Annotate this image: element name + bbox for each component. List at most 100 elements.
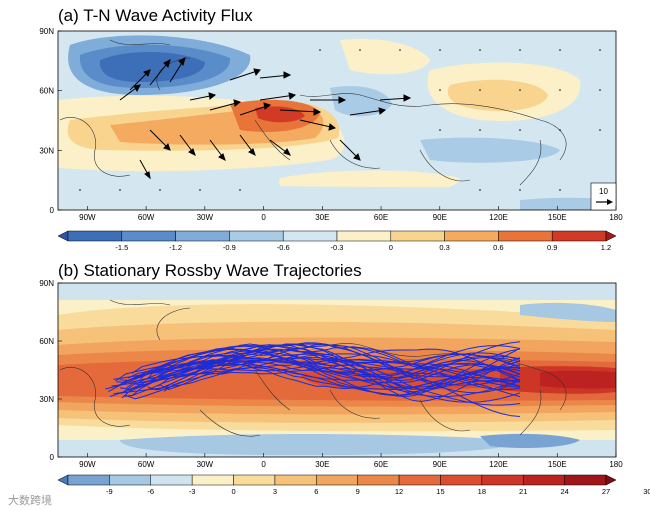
trajectory-line bbox=[147, 344, 521, 393]
colorbar-tick-label: 3 bbox=[273, 487, 277, 496]
lat-tick-label: 60N bbox=[39, 87, 54, 96]
trajectory-line bbox=[135, 356, 521, 406]
colorbar-tick-label: -1.5 bbox=[115, 243, 128, 252]
panel-a-map bbox=[58, 31, 616, 210]
trajectory-line bbox=[109, 343, 521, 397]
colorbar-tick-label: 21 bbox=[519, 487, 527, 496]
lon-tick-label: 30E bbox=[315, 460, 329, 469]
lon-tick-label: 180 bbox=[609, 213, 623, 222]
lat-tick-label: 30N bbox=[39, 146, 54, 155]
colorbar-tick-label: 0.9 bbox=[547, 243, 557, 252]
lon-tick-label: 60E bbox=[374, 460, 388, 469]
colorbar-segment bbox=[440, 474, 483, 486]
panel-b-map bbox=[58, 283, 616, 457]
lon-tick-label: 90W bbox=[79, 213, 96, 222]
colorbar-tick-label: 6 bbox=[314, 487, 318, 496]
trajectory-line bbox=[134, 345, 521, 379]
lon-tick-label: 120E bbox=[489, 213, 508, 222]
lat-tick-label: 0 bbox=[50, 206, 55, 215]
lat-tick-label: 30N bbox=[39, 395, 54, 404]
colorbar-tick-label: 0.6 bbox=[493, 243, 503, 252]
colorbar-segment bbox=[67, 230, 123, 242]
colorbar-tick-label: -0.3 bbox=[331, 243, 344, 252]
colorbar-segment bbox=[175, 230, 230, 242]
lon-tick-label: 90E bbox=[433, 213, 447, 222]
colorbar-tick-label: 27 bbox=[602, 487, 610, 496]
trajectory-line bbox=[125, 343, 521, 400]
colorbar-tick-label: 0 bbox=[231, 487, 235, 496]
trajectory-line bbox=[123, 359, 521, 397]
panel-b-frame bbox=[57, 282, 617, 458]
colorbar-tick-label: -3 bbox=[189, 487, 196, 496]
panel-b-colorbar: -9-6-303691215182124273033 bbox=[57, 474, 650, 496]
panel-a-axes: 90N 60N 30N 0 90W 60W 30W 0 30E 60E 90E 120E 150E 180 bbox=[39, 27, 623, 222]
colorbar-segment bbox=[67, 474, 110, 486]
lon-tick-label: 30E bbox=[315, 213, 329, 222]
lon-tick-label: 60W bbox=[138, 213, 155, 222]
colorbar-tick-label: 1.2 bbox=[601, 243, 611, 252]
colorbar-tick-label: -1.2 bbox=[169, 243, 182, 252]
colorbar-segment bbox=[498, 230, 553, 242]
colorbar-segment bbox=[121, 230, 176, 242]
trajectory-line bbox=[122, 348, 521, 383]
colorbar-segment bbox=[398, 474, 441, 486]
reference-vector-label: 10 bbox=[599, 187, 608, 196]
colorbar-tick-label: -9 bbox=[106, 487, 113, 496]
colorbar-tick-label: 18 bbox=[478, 487, 486, 496]
colorbar-min-extend bbox=[57, 230, 69, 242]
colorbar-segment bbox=[274, 474, 317, 486]
lon-tick-label: 60W bbox=[138, 460, 155, 469]
panel-b-axes: 90N 60N 30N 0 90W 60W 30W 0 30E 60E 90E 120E 150E 180 bbox=[39, 279, 623, 469]
lat-tick-label: 90N bbox=[39, 279, 54, 288]
colorbar-segment bbox=[444, 230, 499, 242]
colorbar-max-extend bbox=[605, 230, 617, 242]
colorbar-tick-label: 12 bbox=[395, 487, 403, 496]
colorbar-min-extend bbox=[57, 474, 69, 486]
trajectory-line bbox=[147, 348, 521, 382]
lon-tick-label: 90W bbox=[79, 460, 96, 469]
lat-tick-label: 0 bbox=[50, 453, 55, 462]
colorbar-segment bbox=[150, 474, 193, 486]
trajectory-line bbox=[131, 359, 521, 397]
lon-tick-label: 150E bbox=[548, 460, 567, 469]
watermark: 大数跨境 bbox=[8, 495, 52, 507]
reference-vector: 10 bbox=[590, 182, 617, 211]
colorbar-segment bbox=[357, 474, 400, 486]
lon-tick-label: 120E bbox=[489, 460, 508, 469]
colorbar-tick-label: 24 bbox=[560, 487, 568, 496]
colorbar-segment bbox=[316, 474, 358, 486]
trajectory-line bbox=[159, 345, 521, 379]
colorbar-tick-label: 30 bbox=[643, 487, 650, 496]
colorbar-tick-label: 9 bbox=[356, 487, 360, 496]
panel-b-title: (b) Stationary Rossby Wave Trajectories bbox=[58, 261, 362, 280]
colorbar-segment bbox=[109, 474, 152, 486]
colorbar-segment bbox=[282, 230, 338, 242]
lon-tick-label: 0 bbox=[261, 460, 266, 469]
colorbar-tick-label: -6 bbox=[147, 487, 154, 496]
colorbar-segment bbox=[229, 230, 284, 242]
lon-tick-label: 180 bbox=[609, 460, 623, 469]
colorbar-segment bbox=[336, 230, 392, 242]
trajectory-line bbox=[133, 343, 521, 384]
colorbar-tick-label: 15 bbox=[436, 487, 444, 496]
colorbar-max-extend bbox=[605, 474, 617, 486]
panel-a-colorbar: -1.5-1.2-0.9-0.6-0.300.30.60.91.21.5 bbox=[57, 230, 617, 252]
lon-tick-label: 30W bbox=[197, 213, 214, 222]
colorbar-tick-label: 0.3 bbox=[439, 243, 449, 252]
lon-tick-label: 60E bbox=[374, 213, 388, 222]
colorbar-segment bbox=[551, 230, 607, 242]
colorbar-tick-label: -0.9 bbox=[223, 243, 236, 252]
lon-tick-label: 150E bbox=[548, 213, 567, 222]
lon-tick-label: 90E bbox=[433, 460, 447, 469]
colorbar-segment bbox=[522, 474, 565, 486]
colorbar-segment bbox=[564, 474, 607, 486]
lon-tick-label: 30W bbox=[197, 460, 214, 469]
lon-tick-label: 0 bbox=[261, 213, 266, 222]
colorbar-tick-label: 0 bbox=[389, 243, 393, 252]
colorbar-segment bbox=[233, 474, 276, 486]
lat-tick-label: 90N bbox=[39, 27, 54, 36]
lat-tick-label: 60N bbox=[39, 337, 54, 346]
panel-a-frame bbox=[57, 30, 617, 211]
colorbar-segment bbox=[390, 230, 445, 242]
